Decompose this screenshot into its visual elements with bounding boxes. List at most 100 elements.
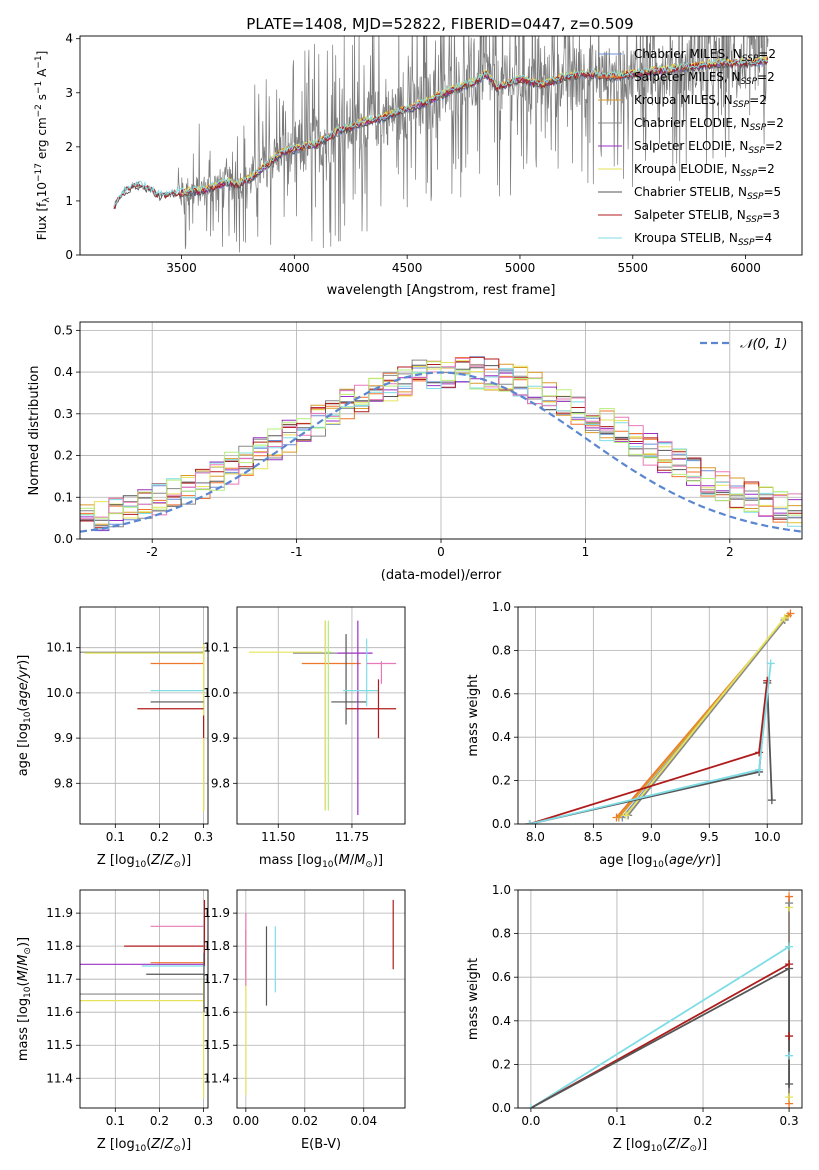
x-tick-label: 0.2 (693, 1114, 712, 1128)
y-tick-label: 11.7 (46, 972, 73, 986)
weight-marker (785, 1080, 794, 1089)
weight-line (530, 945, 790, 1108)
legend-label: Salpeter ELODIE, NSSP=2 (634, 139, 783, 156)
legend: Chabrier MILES, NSSP=2 Salpeter MILES, NS… (598, 47, 784, 248)
y-tick-label: 11.9 (46, 906, 73, 920)
panel-age-vs-mass: 11.50 11.75 9.8 9.9 10.0 10.1 mass [log10(M/M⊙… (203, 606, 406, 870)
x-tick-label: 11.75 (335, 830, 369, 844)
panel-weight-vs-Z: 0.0 0.1 0.2 0.3 0.0 0.2 0.4 0.6 0.8 1.0 Z [log10(Z… (466, 883, 803, 1154)
model-spectrum-line (113, 57, 769, 207)
x-tick-label: 6000 (730, 261, 761, 275)
y-tick-label: 0.2 (54, 449, 73, 463)
x-tick-label: 0.1 (106, 1114, 125, 1128)
x-tick-label: -1 (291, 545, 303, 559)
x-axis-label: E(B-V) (301, 1137, 341, 1152)
y-tick-label: 0.8 (492, 643, 511, 657)
x-tick-label: 8.5 (584, 830, 603, 844)
x-tick-label: 3500 (166, 261, 197, 275)
panel-mass-vs-Z: 0.1 0.2 0.3 11.4 11.5 11.6 11.7 11.8 11.9 Z [log1… (16, 889, 213, 1154)
x-tick-label: 0.1 (607, 1114, 626, 1128)
y-axis-label: Flux [fλ10−17 erg cm−2 s−1 A−1] (34, 51, 52, 241)
x-tick-label: 8.0 (526, 830, 545, 844)
legend-label: Salpeter STELIB, NSSP=3 (634, 208, 780, 225)
y-tick-label: 11.5 (46, 1038, 73, 1052)
y-tick-label: 11.6 (203, 1005, 230, 1019)
y-tick-label: 0.3 (54, 407, 73, 421)
weight-lines (525, 609, 795, 824)
x-axis-label: mass [log10(M/M⊙)] (259, 853, 383, 870)
panel-weight-vs-age: 8.0 8.5 9.0 9.5 10.0 0.0 0.2 0.4 0.6 0.8 1.0 age [l… (466, 600, 803, 870)
weight-line (530, 967, 790, 1108)
panel-mass-vs-ebv: 0.00 0.02 0.04 11.4 11.5 11.6 11.7 11.8 11.9 E(B-… (203, 889, 406, 1152)
legend-label: Chabrier ELODIE, NSSP=2 (634, 116, 784, 133)
error-bars (80, 899, 206, 1099)
axes-frame (236, 889, 406, 1109)
y-tick-label: 11.4 (203, 1071, 230, 1085)
legend-label: Kroupa ELODIE, NSSP=2 (634, 162, 775, 179)
x-tick-label: 0 (437, 545, 445, 559)
error-bars (245, 899, 394, 1095)
y-axis-label: mass weight (466, 674, 481, 756)
y-tick-label: 10.0 (46, 686, 73, 700)
data-spectrum (113, 36, 769, 253)
legend-label: Kroupa STELIB, NSSP=4 (634, 231, 772, 248)
normal-curve (80, 371, 802, 533)
panel-spectrum: 3500 4000 4500 5000 5500 6000 0 1 2 3 4 wavelength … (34, 32, 803, 298)
model-spectrum-line (113, 59, 769, 210)
y-tick-label: 1 (65, 194, 73, 208)
legend-label: Salpeter MILES, NSSP=2 (634, 70, 775, 87)
y-tick-label: 9.9 (54, 731, 73, 745)
y-axis-label: age [log10(age/yr)] (16, 655, 33, 777)
histograms (80, 356, 802, 533)
x-tick-label: 1 (582, 545, 590, 559)
x-tick-label: 0.04 (350, 1114, 377, 1128)
y-tick-label: 11.6 (46, 1005, 73, 1019)
y-axis-label: mass [log10(M/M⊙)] (16, 937, 33, 1061)
y-tick-label: 0.4 (492, 730, 511, 744)
weight-marker (525, 820, 534, 824)
axes-frame (79, 321, 803, 540)
y-tick-label: 0.2 (492, 774, 511, 788)
x-tick-label: 11.50 (261, 830, 295, 844)
weight-marker (785, 1032, 794, 1041)
axes-frame (517, 889, 803, 1109)
axes-frame (517, 606, 803, 825)
y-tick-label: 11.8 (203, 939, 230, 953)
y-tick-label: 9.8 (211, 776, 230, 790)
y-tick-label: 0.0 (492, 1101, 511, 1115)
error-bars (248, 620, 397, 815)
y-tick-label: 1.0 (492, 600, 511, 614)
y-tick-label: 0.5 (54, 323, 73, 337)
y-tick-label: 11.8 (46, 939, 73, 953)
x-tick-label: 5000 (505, 261, 536, 275)
y-tick-label: 0.6 (492, 687, 511, 701)
data-spectrum-line (113, 36, 769, 253)
x-axis-label: Z [log10(Z/Z⊙)] (97, 1137, 191, 1154)
x-axis-label: Z [log10(Z/Z⊙)] (97, 853, 191, 870)
x-axis-label: age [log10(age/yr)] (599, 853, 721, 870)
y-tick-label: 10.1 (203, 641, 230, 655)
weight-marker (766, 659, 775, 668)
panel-age-vs-Z: 0.1 0.2 0.3 9.8 9.9 10.0 10.1 Z [log10(Z/Z⊙)] ag… (16, 606, 213, 870)
x-axis-label: Z [log10(Z/Z⊙)] (613, 1137, 707, 1154)
x-tick-label: 0.3 (194, 830, 213, 844)
x-axis-label: (data-model)/error (381, 568, 502, 583)
x-tick-label: 0.0 (521, 1114, 540, 1128)
axes-frame (236, 606, 406, 825)
weight-marker (785, 960, 794, 969)
weight-lines (526, 892, 794, 1108)
x-tick-label: 9.0 (642, 830, 661, 844)
y-tick-label: 9.9 (211, 731, 230, 745)
axes-frame (79, 606, 209, 825)
weight-line (627, 619, 786, 816)
x-tick-label: 10.0 (754, 830, 781, 844)
axes-frame (79, 889, 209, 1109)
error-bars (80, 643, 205, 812)
weight-marker (767, 796, 776, 805)
weight-marker (785, 1093, 794, 1102)
y-tick-label: 2 (65, 140, 73, 154)
x-tick-label: 4000 (279, 261, 310, 275)
x-tick-label: 0.3 (194, 1114, 213, 1128)
x-tick-label: 0.2 (150, 1114, 169, 1128)
